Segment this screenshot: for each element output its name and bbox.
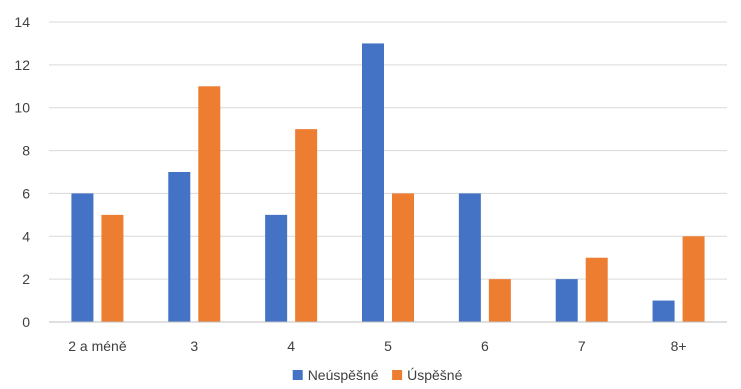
y-tick-label: 2 (22, 271, 30, 287)
bar-series-2-3 (392, 193, 414, 322)
bar-series-1-6 (652, 300, 675, 322)
bar-series-1-4 (458, 193, 481, 322)
y-tick-label: 6 (22, 185, 30, 201)
y-tick-label: 12 (14, 57, 30, 73)
y-tick-label: 8 (22, 143, 30, 159)
legend-label-1: Neúspěšné (308, 367, 379, 383)
x-tick-label: 6 (481, 338, 489, 354)
bar-series-2-1 (198, 86, 221, 323)
x-tick-label: 2 a méně (68, 338, 127, 354)
bars (71, 43, 705, 323)
y-tick-label: 10 (14, 100, 30, 116)
bar-series-2-4 (488, 279, 511, 322)
bar-series-2-2 (295, 129, 318, 322)
x-axis-ticks: 2 a méně 3 4 5 6 7 8+ (68, 338, 686, 354)
bar-series-1-0 (71, 193, 94, 322)
x-tick-label: 7 (578, 338, 586, 354)
bar-series-2-5 (585, 257, 608, 322)
gridlines (49, 21, 727, 280)
y-tick-label: 4 (22, 228, 30, 244)
legend: Neúspěšné Úspěšné (292, 367, 463, 383)
x-tick-label: 8+ (671, 338, 687, 354)
bar-series-1-1 (168, 172, 191, 322)
x-tick-label: 5 (384, 338, 392, 354)
legend-label-2: Úspěšné (407, 367, 462, 383)
y-tick-label: 14 (14, 14, 30, 30)
bar-series-1-2 (265, 214, 288, 322)
legend-swatch-2 (392, 370, 403, 380)
bar-series-2-6 (682, 236, 705, 322)
legend-swatch-1 (292, 370, 303, 380)
bar-series-1-5 (555, 279, 578, 322)
y-axis-ticks: 0 2 4 6 8 10 12 14 (14, 14, 30, 330)
x-tick-label: 4 (287, 338, 295, 354)
bar-series-2-0 (101, 214, 124, 322)
y-tick-label: 0 (22, 314, 30, 330)
x-tick-label: 3 (190, 338, 198, 354)
bar-series-1-3 (362, 43, 384, 323)
